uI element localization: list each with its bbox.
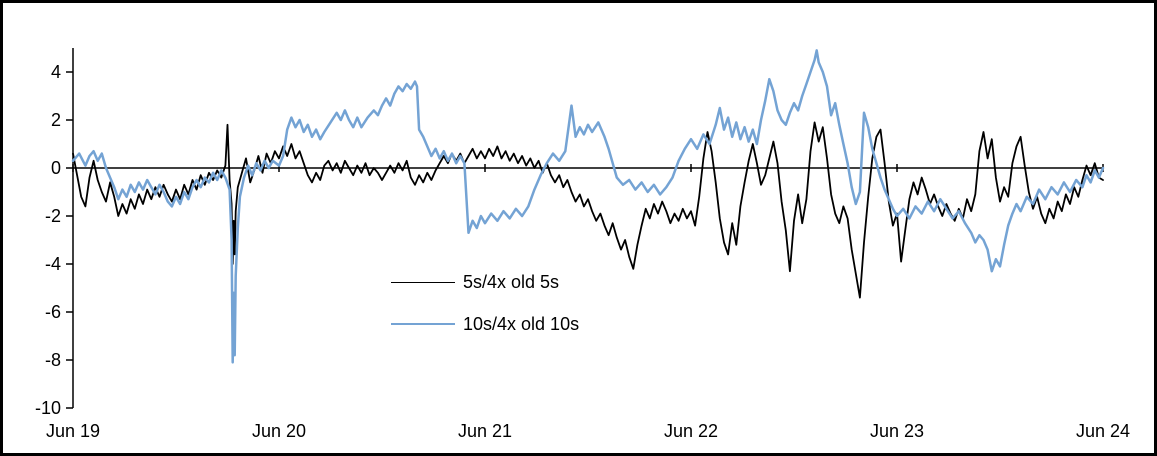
legend-label-10s: 10s/4x old 10s — [463, 314, 580, 334]
x-tick-label: Jun 22 — [664, 421, 718, 441]
series-lines — [71, 49, 1105, 364]
y-tick-label: 2 — [51, 110, 61, 130]
legend-item-10s: 10s/4x old 10s — [391, 315, 579, 333]
legend: 5s/4x old 5s 10s/4x old 10s — [391, 273, 579, 333]
y-tick-label: -10 — [35, 398, 61, 418]
x-tick-label: Jun 21 — [458, 421, 512, 441]
x-tick-label: Jun 19 — [46, 421, 100, 441]
legend-label-5s: 5s/4x old 5s — [463, 272, 560, 292]
x-tick-label: Jun 20 — [252, 421, 306, 441]
y-tick-label: 0 — [51, 158, 61, 178]
series-line — [71, 49, 1105, 364]
x-tick-label: Jun 24 — [1076, 421, 1130, 441]
legend-line-blue — [391, 323, 455, 325]
x-tick-labels: Jun 19 Jun 20 Jun 21 Jun 22 Jun 23 Jun 24 — [46, 421, 1130, 441]
x-tick-label: Jun 23 — [870, 421, 924, 441]
y-tick-label: -4 — [45, 254, 61, 274]
y-tick-label: -2 — [45, 206, 61, 226]
y-tick-labels: 4 2 0 -2 -4 -6 -8 -10 — [35, 62, 61, 418]
axes — [66, 48, 1104, 409]
y-tick-label: 4 — [51, 62, 61, 82]
y-tick-label: -8 — [45, 350, 61, 370]
legend-item-5s: 5s/4x old 5s — [391, 273, 579, 291]
series-line — [72, 121, 1104, 299]
y-tick-label: -6 — [45, 302, 61, 322]
legend-line-black — [391, 281, 455, 283]
